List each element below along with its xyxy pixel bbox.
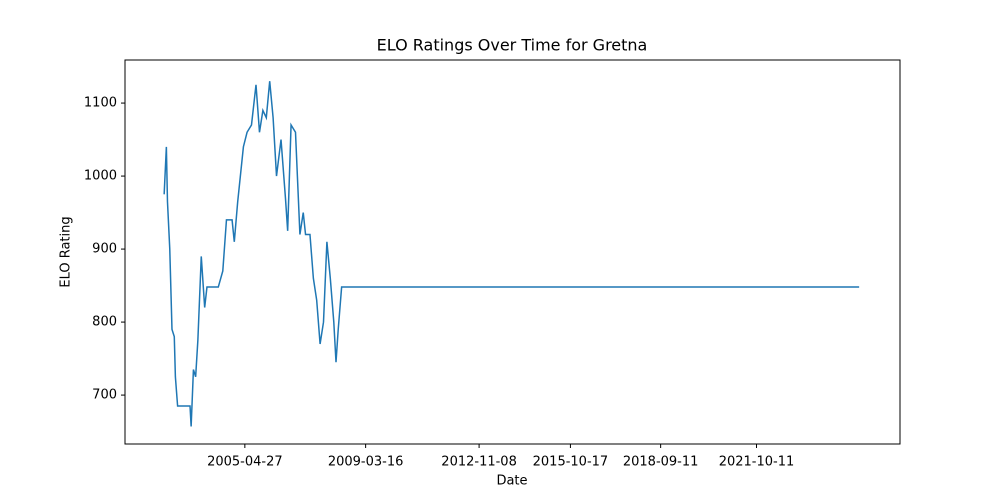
x-tick-label: 2009-03-16 [328, 455, 404, 470]
y-tick-label: 900 [92, 242, 117, 257]
x-tick-label: 2005-04-27 [207, 455, 283, 470]
line [163, 81, 860, 427]
plot-frame [124, 59, 901, 445]
y-tick-label: 700 [92, 388, 117, 403]
y-tick-label: 1000 [84, 169, 117, 184]
x-axis-label: Date [496, 474, 527, 489]
x-tick-label: 2012-11-08 [441, 455, 517, 470]
x-tick-label: 2018-09-11 [623, 455, 699, 470]
y-axis-label: ELO Rating [59, 216, 74, 287]
y-tick-label: 800 [92, 315, 117, 330]
chart-title: ELO Ratings Over Time for Gretna [377, 36, 648, 55]
x-tick-label: 2021-10-11 [719, 455, 795, 470]
y-tick-label: 1100 [84, 96, 117, 111]
x-tick-label: 2015-10-17 [533, 455, 609, 470]
